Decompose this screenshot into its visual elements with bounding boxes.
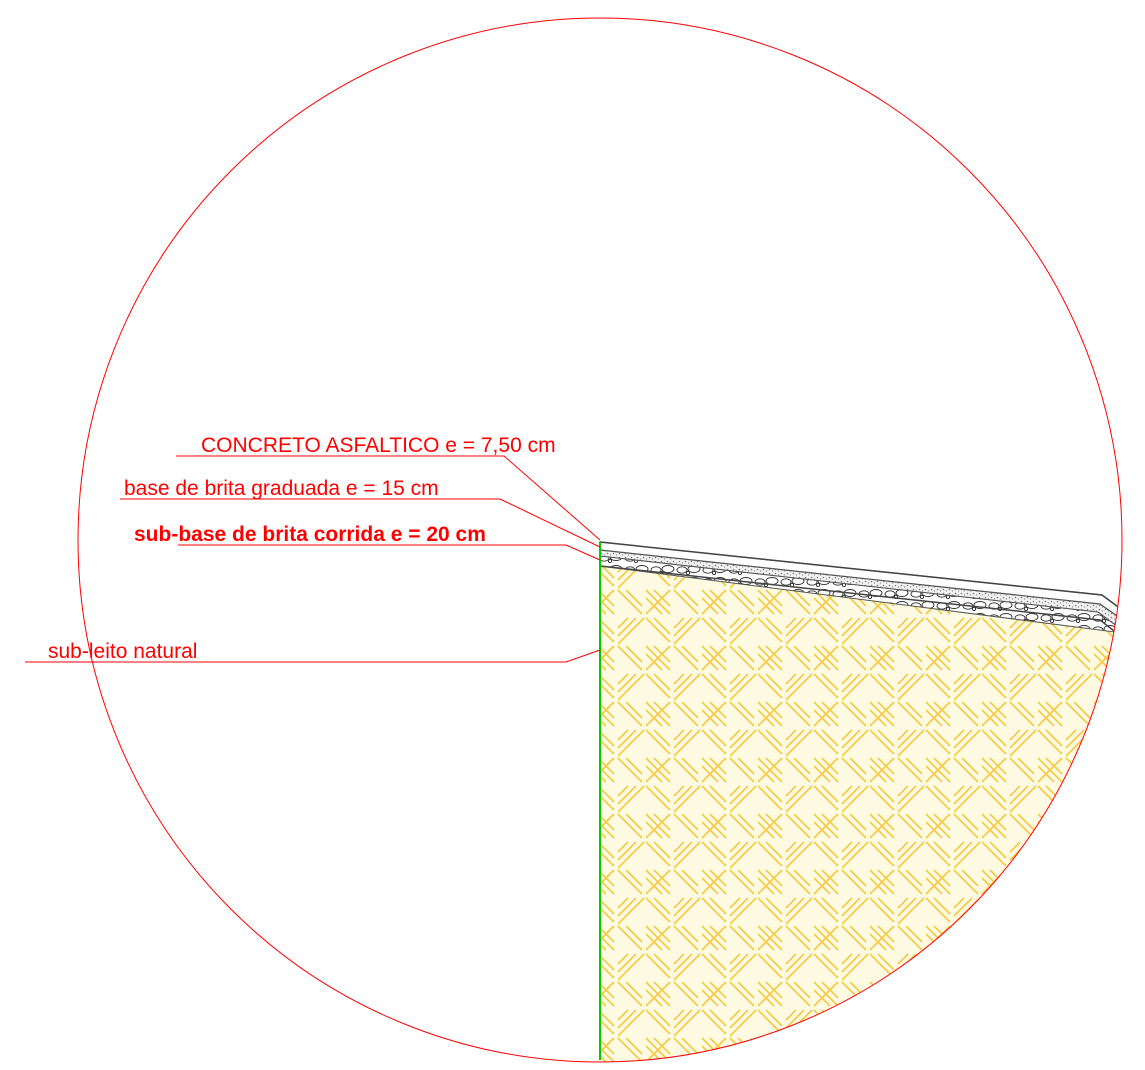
label-subbase: sub-base de brita corrida e = 20 cm xyxy=(134,523,486,546)
detail-circle xyxy=(77,17,1123,1063)
subgrade-soil-area xyxy=(600,566,1122,1062)
leader-subbase xyxy=(178,544,601,561)
subbase-bottom-line xyxy=(599,565,1119,635)
leader-asphalt xyxy=(176,455,601,541)
label-subgrade: sub-leito natural xyxy=(48,640,197,663)
label-asphalt: CONCRETO ASFALTICO e = 7,50 cm xyxy=(201,434,556,457)
leader-subgrade xyxy=(25,649,601,663)
leader-lines xyxy=(25,455,601,663)
label-base: base de brita graduada e = 15 cm xyxy=(124,477,439,500)
leader-base xyxy=(120,498,601,548)
